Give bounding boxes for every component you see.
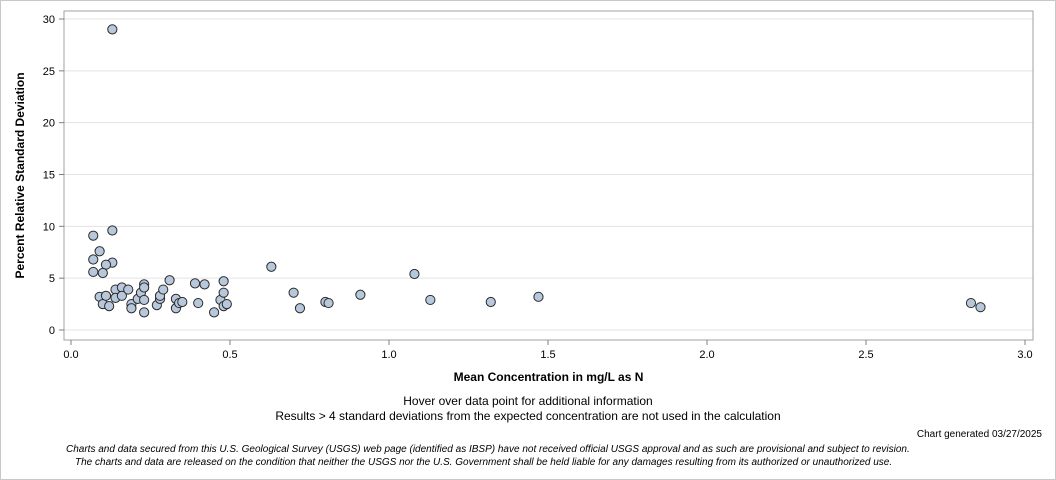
y-tick-label: 0 [49,325,55,337]
data-points [88,24,986,318]
disclaimer-line-1: Charts and data secured from this U.S. G… [66,444,910,455]
data-point[interactable] [209,307,220,318]
data-point[interactable] [177,296,188,308]
y-tick-label: 15 [43,170,55,182]
data-point[interactable] [139,307,150,318]
data-point[interactable] [123,284,134,295]
axis-ticks: 0 5 10 15 20 25 30 0.0 0.5 1.0 1.5 2.0 2.5 3.0 [43,14,1033,361]
data-point[interactable] [94,246,105,257]
hover-note: Hover over data point for additional inf… [403,394,653,408]
y-tick-label: 25 [43,66,55,78]
data-point[interactable] [139,282,150,293]
y-tick-label: 10 [43,221,55,233]
data-point[interactable] [221,298,232,310]
x-axis-label: Mean Concentration in mg/L as N [454,370,644,384]
data-point[interactable] [139,294,150,306]
x-tick-label: 1.5 [540,349,555,361]
data-point[interactable] [107,225,118,236]
data-point[interactable] [533,291,544,302]
data-point[interactable] [88,230,99,241]
data-point[interactable] [975,302,986,313]
data-point[interactable] [199,279,210,290]
data-point[interactable] [323,297,334,309]
data-point[interactable] [355,289,366,300]
data-point[interactable] [107,24,118,35]
y-tick-label: 5 [49,273,55,285]
x-tick-label: 2.5 [858,349,873,361]
data-point[interactable] [88,254,99,265]
data-point[interactable] [100,290,112,301]
data-point[interactable] [218,276,229,287]
x-tick-label: 0.0 [63,349,78,361]
x-tick-label: 0.5 [222,349,237,361]
data-point[interactable] [288,287,299,298]
data-point[interactable] [294,303,306,314]
exclusion-note: Results > 4 standard deviations from the… [275,409,781,423]
data-point[interactable] [126,303,137,314]
data-point[interactable] [485,296,496,308]
y-tick-label: 30 [43,14,55,26]
data-point[interactable] [164,275,175,286]
scatter-chart: 0 5 10 15 20 25 30 0.0 0.5 1.0 1.5 2.0 2.5 3.0 Mean C… [13,10,1034,384]
data-point[interactable] [189,278,201,289]
data-point[interactable] [425,294,436,306]
generated-date: Chart generated 03/27/2025 [916,429,1042,440]
data-point[interactable] [158,284,169,295]
y-tick-label: 20 [43,118,55,130]
data-point[interactable] [409,268,420,280]
data-point[interactable] [104,301,115,312]
data-point[interactable] [266,261,277,272]
disclaimer-line-2: The charts and data are released on the … [75,457,893,468]
y-axis-label: Percent Relative Standard Deviation [13,72,27,278]
plot-area [63,10,1034,341]
x-tick-label: 2.0 [699,349,714,361]
data-point[interactable] [193,297,204,309]
x-tick-label: 1.0 [381,349,396,361]
data-point[interactable] [116,290,127,301]
data-point[interactable] [218,287,229,298]
data-point[interactable] [965,297,977,309]
data-point[interactable] [97,267,108,279]
x-tick-label: 3.0 [1017,349,1032,361]
data-point[interactable] [88,266,99,278]
